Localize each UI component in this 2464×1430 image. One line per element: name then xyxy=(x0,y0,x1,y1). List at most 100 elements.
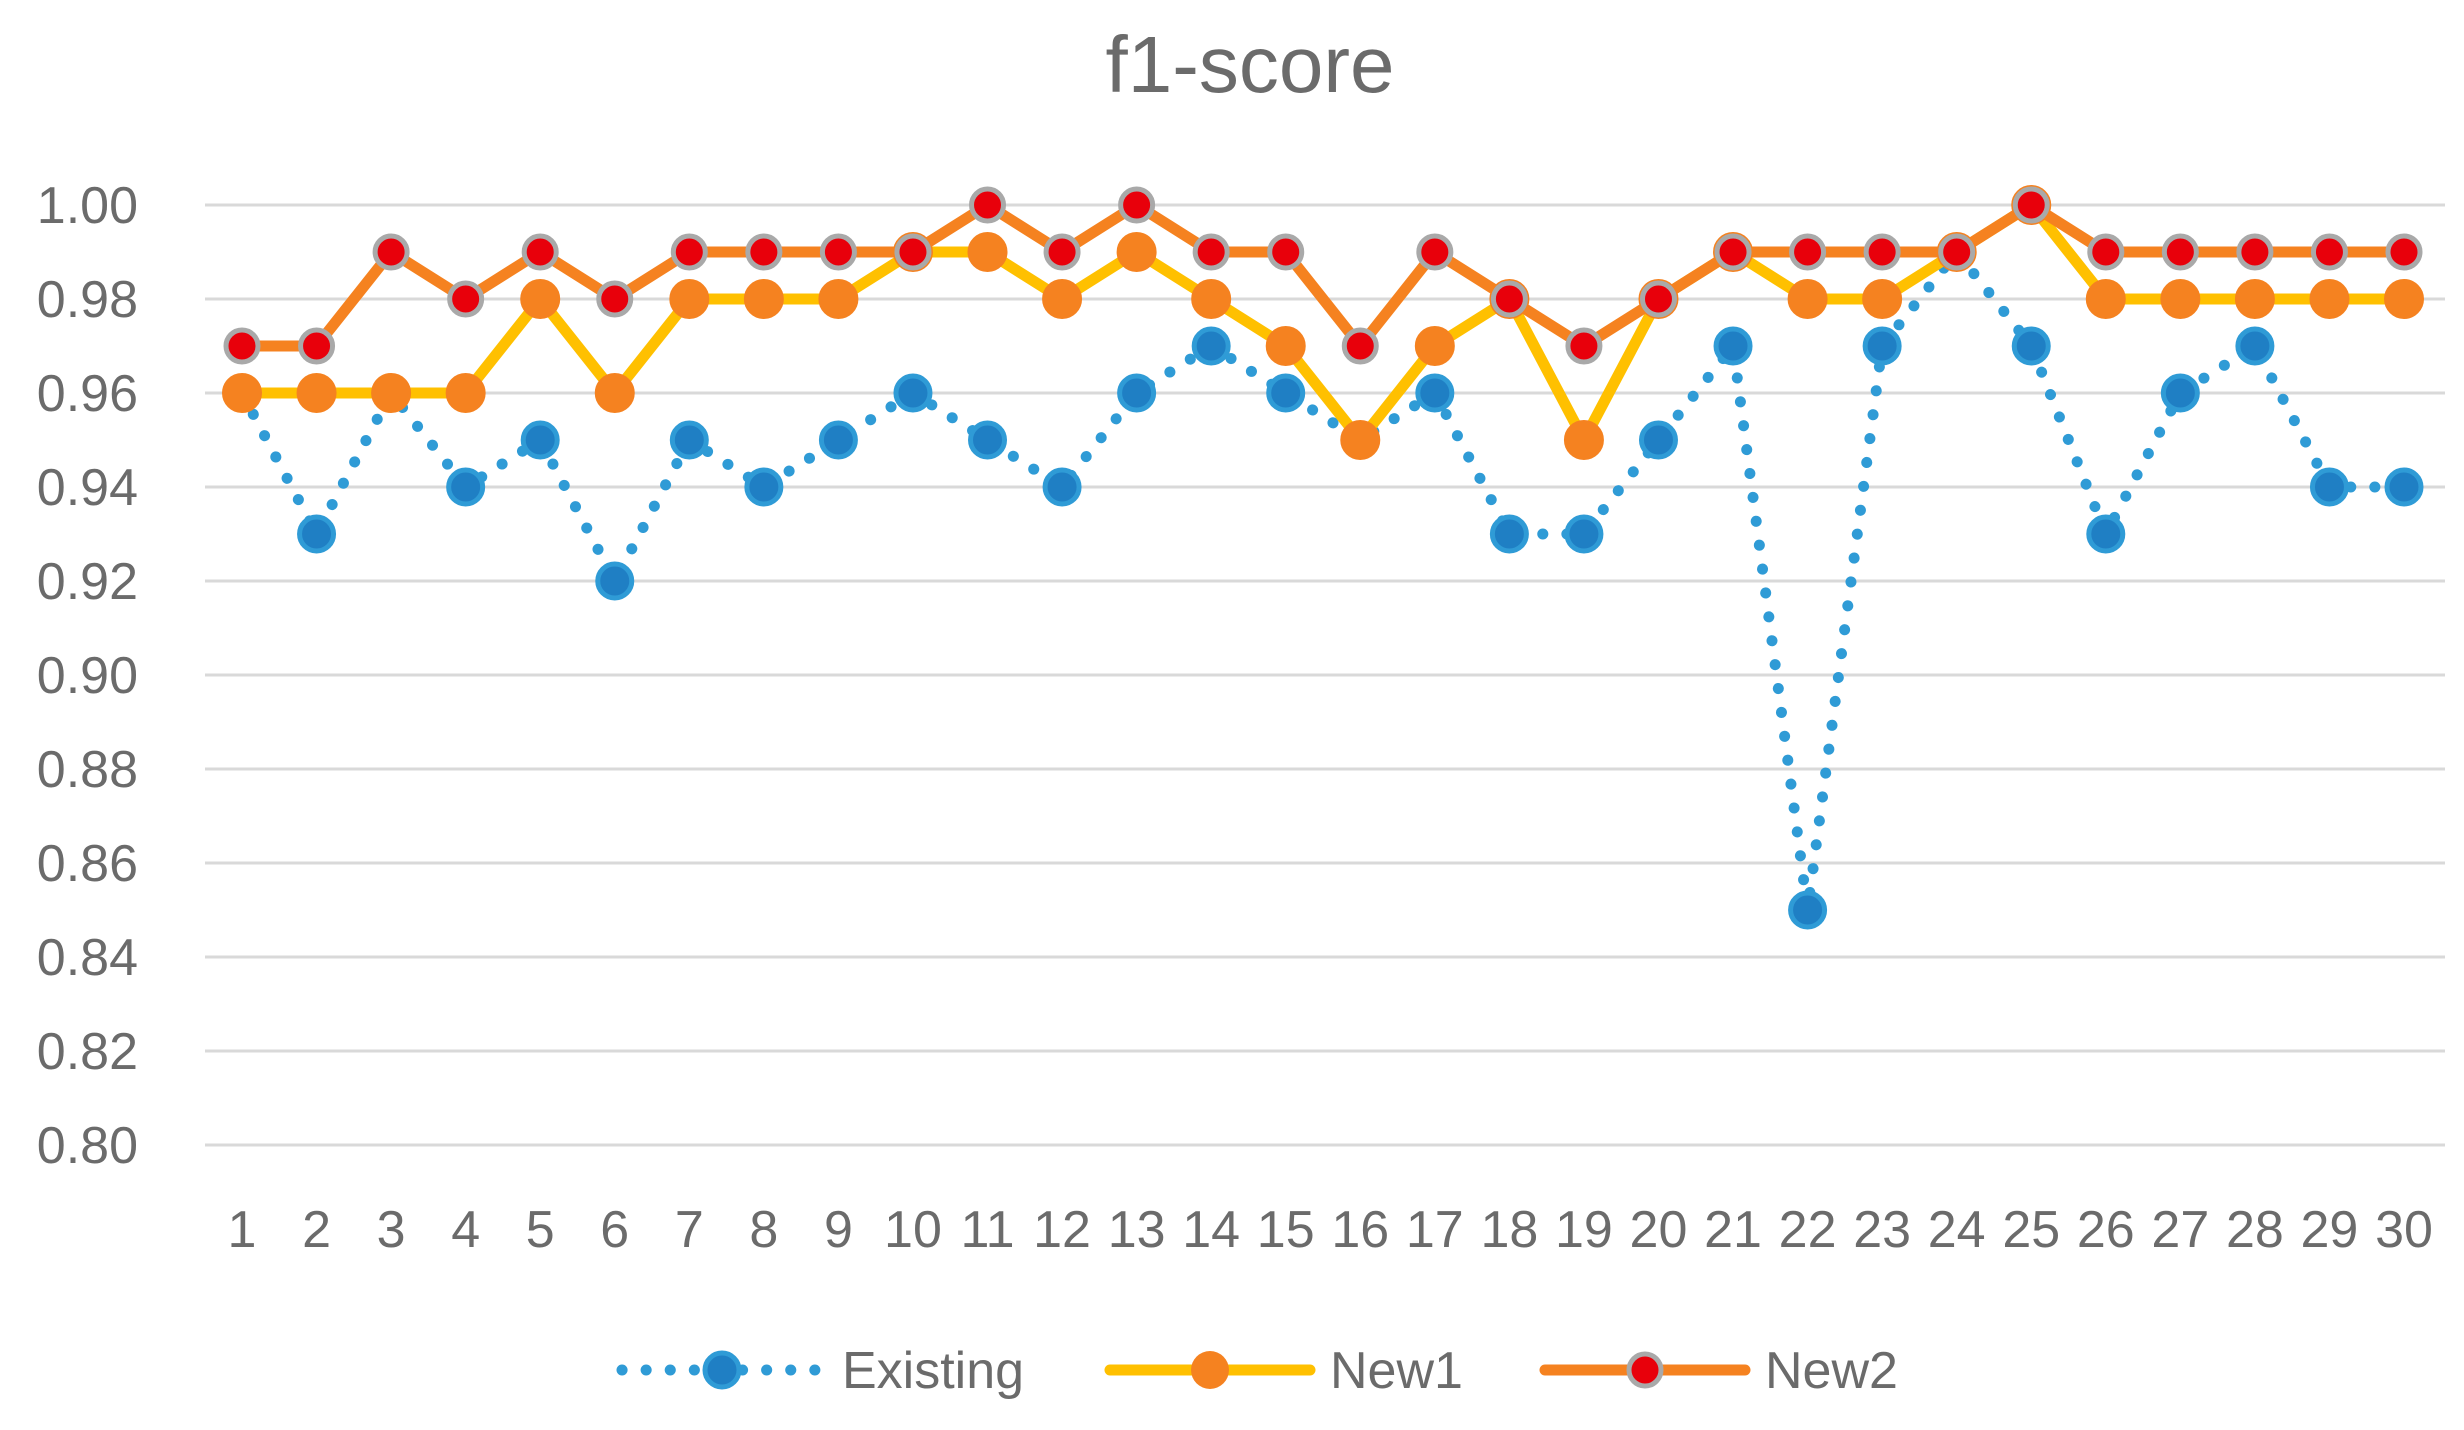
x-tick-label: 18 xyxy=(1480,1201,1538,1259)
data-point xyxy=(1118,186,1156,224)
data-point xyxy=(969,186,1007,224)
y-tick-label: 0.88 xyxy=(37,741,138,799)
legend-label: Existing xyxy=(842,1342,1024,1400)
data-point xyxy=(223,327,261,365)
data-point xyxy=(1489,514,1529,554)
x-tick-label: 6 xyxy=(600,1201,629,1259)
y-tick-label: 0.94 xyxy=(37,459,138,517)
x-tick-label: 10 xyxy=(884,1201,942,1259)
data-point xyxy=(2235,326,2275,366)
data-point xyxy=(893,373,933,413)
data-point xyxy=(2086,514,2126,554)
data-point xyxy=(445,373,486,413)
data-point xyxy=(1043,233,1081,271)
data-point xyxy=(819,233,857,271)
data-point xyxy=(1042,467,1082,507)
legend-swatch-marker xyxy=(1191,1351,1229,1389)
legend-item-existing: Existing xyxy=(616,1342,1024,1400)
data-point xyxy=(296,373,337,413)
data-point xyxy=(2085,279,2126,319)
legend: Existing New1 New2 xyxy=(616,1342,1898,1400)
y-tick-label: 1.00 xyxy=(37,177,138,235)
data-point xyxy=(521,233,559,271)
data-point xyxy=(2012,186,2050,224)
legend-item-new2: New2 xyxy=(1539,1342,1898,1400)
data-point xyxy=(669,420,709,460)
data-point xyxy=(1340,420,1381,460)
data-point xyxy=(298,327,336,365)
data-point xyxy=(594,373,635,413)
x-tick-label: 19 xyxy=(1555,1201,1613,1259)
data-point xyxy=(1192,233,1230,271)
data-point xyxy=(745,233,783,271)
y-tick-label: 0.98 xyxy=(37,271,138,329)
data-point xyxy=(371,373,412,413)
data-point xyxy=(1565,327,1603,365)
x-tick-label: 14 xyxy=(1182,1201,1240,1259)
data-point xyxy=(2384,467,2424,507)
data-point xyxy=(1341,327,1379,365)
data-point xyxy=(1116,232,1157,272)
data-point xyxy=(1191,326,1231,366)
data-point xyxy=(520,420,560,460)
data-point xyxy=(2011,326,2051,366)
x-tick-label: 12 xyxy=(1033,1201,1091,1259)
x-tick-label: 20 xyxy=(1630,1201,1688,1259)
legend-item-new1: New1 xyxy=(1104,1342,1463,1400)
x-tick-label: 3 xyxy=(377,1201,406,1259)
data-point xyxy=(2309,467,2349,507)
x-tick-label: 26 xyxy=(2077,1201,2135,1259)
data-point xyxy=(1787,279,1828,319)
data-point xyxy=(1267,233,1305,271)
data-point xyxy=(894,233,932,271)
data-point xyxy=(372,233,410,271)
x-tick-label: 4 xyxy=(451,1201,480,1259)
y-tick-label: 0.82 xyxy=(37,1023,138,1081)
data-point xyxy=(1564,514,1604,554)
data-point xyxy=(1563,420,1604,460)
series-lines xyxy=(222,185,2424,930)
x-tick-label: 24 xyxy=(1928,1201,1986,1259)
y-tick-label: 0.96 xyxy=(37,365,138,423)
x-tick-label: 5 xyxy=(526,1201,555,1259)
data-point xyxy=(2234,279,2275,319)
data-point xyxy=(1191,279,1232,319)
data-point xyxy=(447,280,485,318)
x-tick-label: 30 xyxy=(2375,1201,2433,1259)
legend-label: New1 xyxy=(1330,1342,1463,1400)
x-tick-label: 7 xyxy=(675,1201,704,1259)
chart-title: f1-score xyxy=(1106,20,1395,109)
legend-swatch-marker xyxy=(702,1350,742,1390)
x-tick-label: 11 xyxy=(961,1201,1015,1259)
data-point xyxy=(1266,373,1306,413)
data-point xyxy=(297,514,337,554)
x-tick-label: 2 xyxy=(302,1201,331,1259)
data-point xyxy=(1938,233,1976,271)
data-point xyxy=(1639,280,1677,318)
data-point xyxy=(1713,326,1753,366)
data-point xyxy=(1862,279,1903,319)
data-point xyxy=(2160,279,2201,319)
data-point xyxy=(2087,233,2125,271)
x-tick-label: 21 xyxy=(1704,1201,1762,1259)
x-tick-label: 22 xyxy=(1779,1201,1837,1259)
data-point xyxy=(1415,373,1455,413)
legend-label: New2 xyxy=(1765,1342,1898,1400)
x-tick-label: 29 xyxy=(2301,1201,2359,1259)
y-axis-ticks: 0.80 0.82 0.84 0.86 0.88 0.90 0.92 0.94 0.96 0.98… xyxy=(37,177,138,1175)
data-point xyxy=(2384,279,2424,319)
data-point xyxy=(2310,233,2348,271)
x-tick-label: 28 xyxy=(2226,1201,2284,1259)
data-point xyxy=(818,279,859,319)
x-tick-label: 15 xyxy=(1257,1201,1315,1259)
data-point xyxy=(1862,326,1902,366)
x-tick-label: 13 xyxy=(1108,1201,1166,1259)
x-tick-label: 1 xyxy=(228,1201,257,1259)
data-point xyxy=(222,373,262,413)
data-point xyxy=(2160,373,2200,413)
x-tick-label: 27 xyxy=(2151,1201,2209,1259)
x-tick-label: 16 xyxy=(1331,1201,1389,1259)
x-tick-label: 17 xyxy=(1406,1201,1464,1259)
